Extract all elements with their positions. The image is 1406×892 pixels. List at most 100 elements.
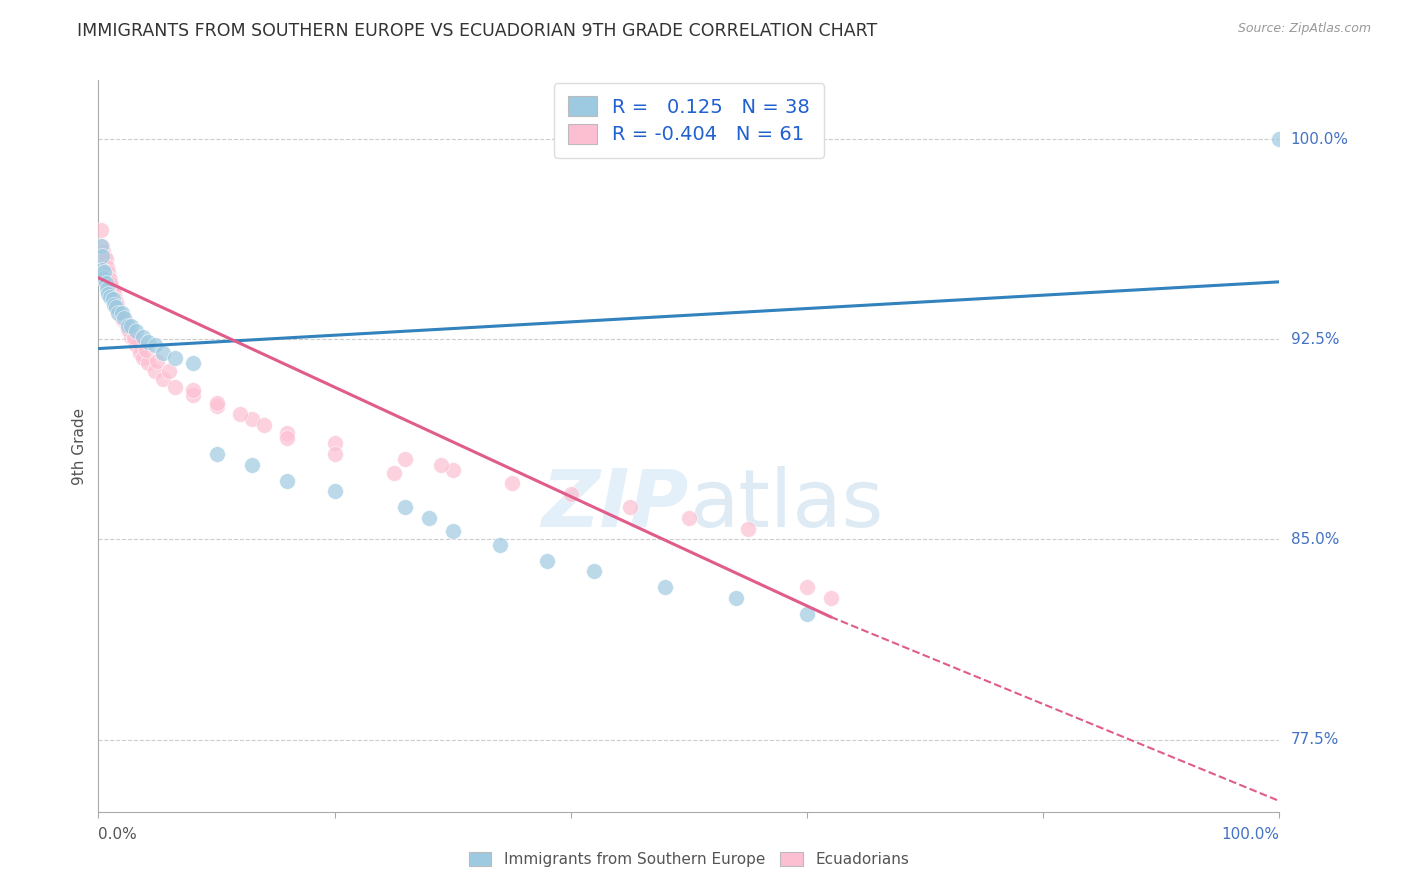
- Point: [93, 250, 115, 264]
- Point: [122, 332, 145, 346]
- Point: [181, 388, 204, 402]
- Point: [796, 607, 818, 622]
- Point: [394, 452, 416, 467]
- Point: [143, 364, 166, 378]
- Text: atlas: atlas: [689, 466, 883, 543]
- Point: [132, 329, 155, 343]
- Text: IMMIGRANTS FROM SOUTHERN EUROPE VS ECUADORIAN 9TH GRADE CORRELATION CHART: IMMIGRANTS FROM SOUTHERN EUROPE VS ECUAD…: [77, 22, 877, 40]
- Point: [654, 581, 676, 595]
- Point: [560, 487, 582, 501]
- Point: [678, 511, 700, 525]
- Point: [104, 292, 127, 306]
- Text: 77.5%: 77.5%: [1291, 732, 1339, 747]
- Text: Source: ZipAtlas.com: Source: ZipAtlas.com: [1237, 22, 1371, 36]
- Point: [157, 364, 180, 378]
- Point: [103, 297, 125, 311]
- Point: [205, 447, 228, 461]
- Point: [229, 407, 252, 421]
- Point: [112, 313, 135, 327]
- Point: [93, 265, 115, 279]
- Point: [118, 324, 141, 338]
- Point: [135, 343, 157, 357]
- Point: [240, 412, 263, 426]
- Point: [323, 447, 346, 461]
- Point: [136, 356, 159, 370]
- Point: [107, 302, 129, 317]
- Point: [430, 458, 453, 472]
- Point: [737, 522, 759, 536]
- Point: [501, 476, 523, 491]
- Point: [115, 318, 138, 333]
- Point: [100, 278, 122, 293]
- Point: [323, 484, 346, 499]
- Point: [418, 511, 440, 525]
- Point: [98, 289, 121, 303]
- Point: [111, 310, 134, 325]
- Point: [117, 321, 139, 335]
- Point: [121, 329, 143, 343]
- Point: [128, 345, 150, 359]
- Point: [394, 500, 416, 515]
- Point: [725, 591, 748, 606]
- Point: [96, 260, 118, 274]
- Point: [103, 286, 125, 301]
- Point: [98, 276, 121, 290]
- Point: [536, 554, 558, 568]
- Point: [91, 250, 114, 264]
- Point: [181, 383, 204, 397]
- Point: [181, 356, 204, 370]
- Text: 100.0%: 100.0%: [1222, 828, 1279, 843]
- Point: [105, 300, 128, 314]
- Point: [105, 297, 128, 311]
- Point: [122, 329, 145, 343]
- Point: [91, 244, 114, 259]
- Point: [112, 310, 135, 325]
- Point: [489, 538, 512, 552]
- Point: [111, 305, 134, 319]
- Point: [91, 239, 114, 253]
- Point: [276, 474, 298, 488]
- Point: [165, 380, 187, 394]
- Point: [97, 265, 120, 279]
- Point: [276, 425, 298, 440]
- Point: [121, 318, 143, 333]
- Point: [111, 310, 134, 325]
- Y-axis label: 9th Grade: 9th Grade: [72, 408, 87, 484]
- Point: [105, 300, 128, 314]
- Text: ZIP: ZIP: [541, 466, 689, 543]
- Point: [441, 524, 464, 539]
- Point: [240, 458, 263, 472]
- Point: [91, 262, 114, 277]
- Point: [132, 351, 155, 365]
- Point: [94, 252, 117, 267]
- Legend: Immigrants from Southern Europe, Ecuadorians: Immigrants from Southern Europe, Ecuador…: [463, 847, 915, 873]
- Point: [165, 351, 187, 365]
- Point: [205, 399, 228, 413]
- Point: [205, 396, 228, 410]
- Point: [152, 372, 174, 386]
- Point: [143, 337, 166, 351]
- Point: [98, 273, 121, 287]
- Point: [276, 431, 298, 445]
- Point: [117, 318, 139, 333]
- Point: [101, 284, 124, 298]
- Point: [583, 565, 606, 579]
- Point: [136, 334, 159, 349]
- Point: [253, 417, 276, 432]
- Point: [94, 276, 117, 290]
- Point: [146, 353, 169, 368]
- Point: [96, 281, 118, 295]
- Point: [619, 500, 641, 515]
- Point: [108, 305, 131, 319]
- Text: 92.5%: 92.5%: [1291, 332, 1339, 347]
- Point: [105, 294, 128, 309]
- Point: [107, 305, 129, 319]
- Point: [441, 463, 464, 477]
- Point: [110, 308, 132, 322]
- Point: [91, 270, 114, 285]
- Text: 100.0%: 100.0%: [1291, 131, 1348, 146]
- Point: [382, 466, 405, 480]
- Point: [90, 239, 112, 253]
- Point: [125, 337, 148, 351]
- Point: [1268, 132, 1291, 146]
